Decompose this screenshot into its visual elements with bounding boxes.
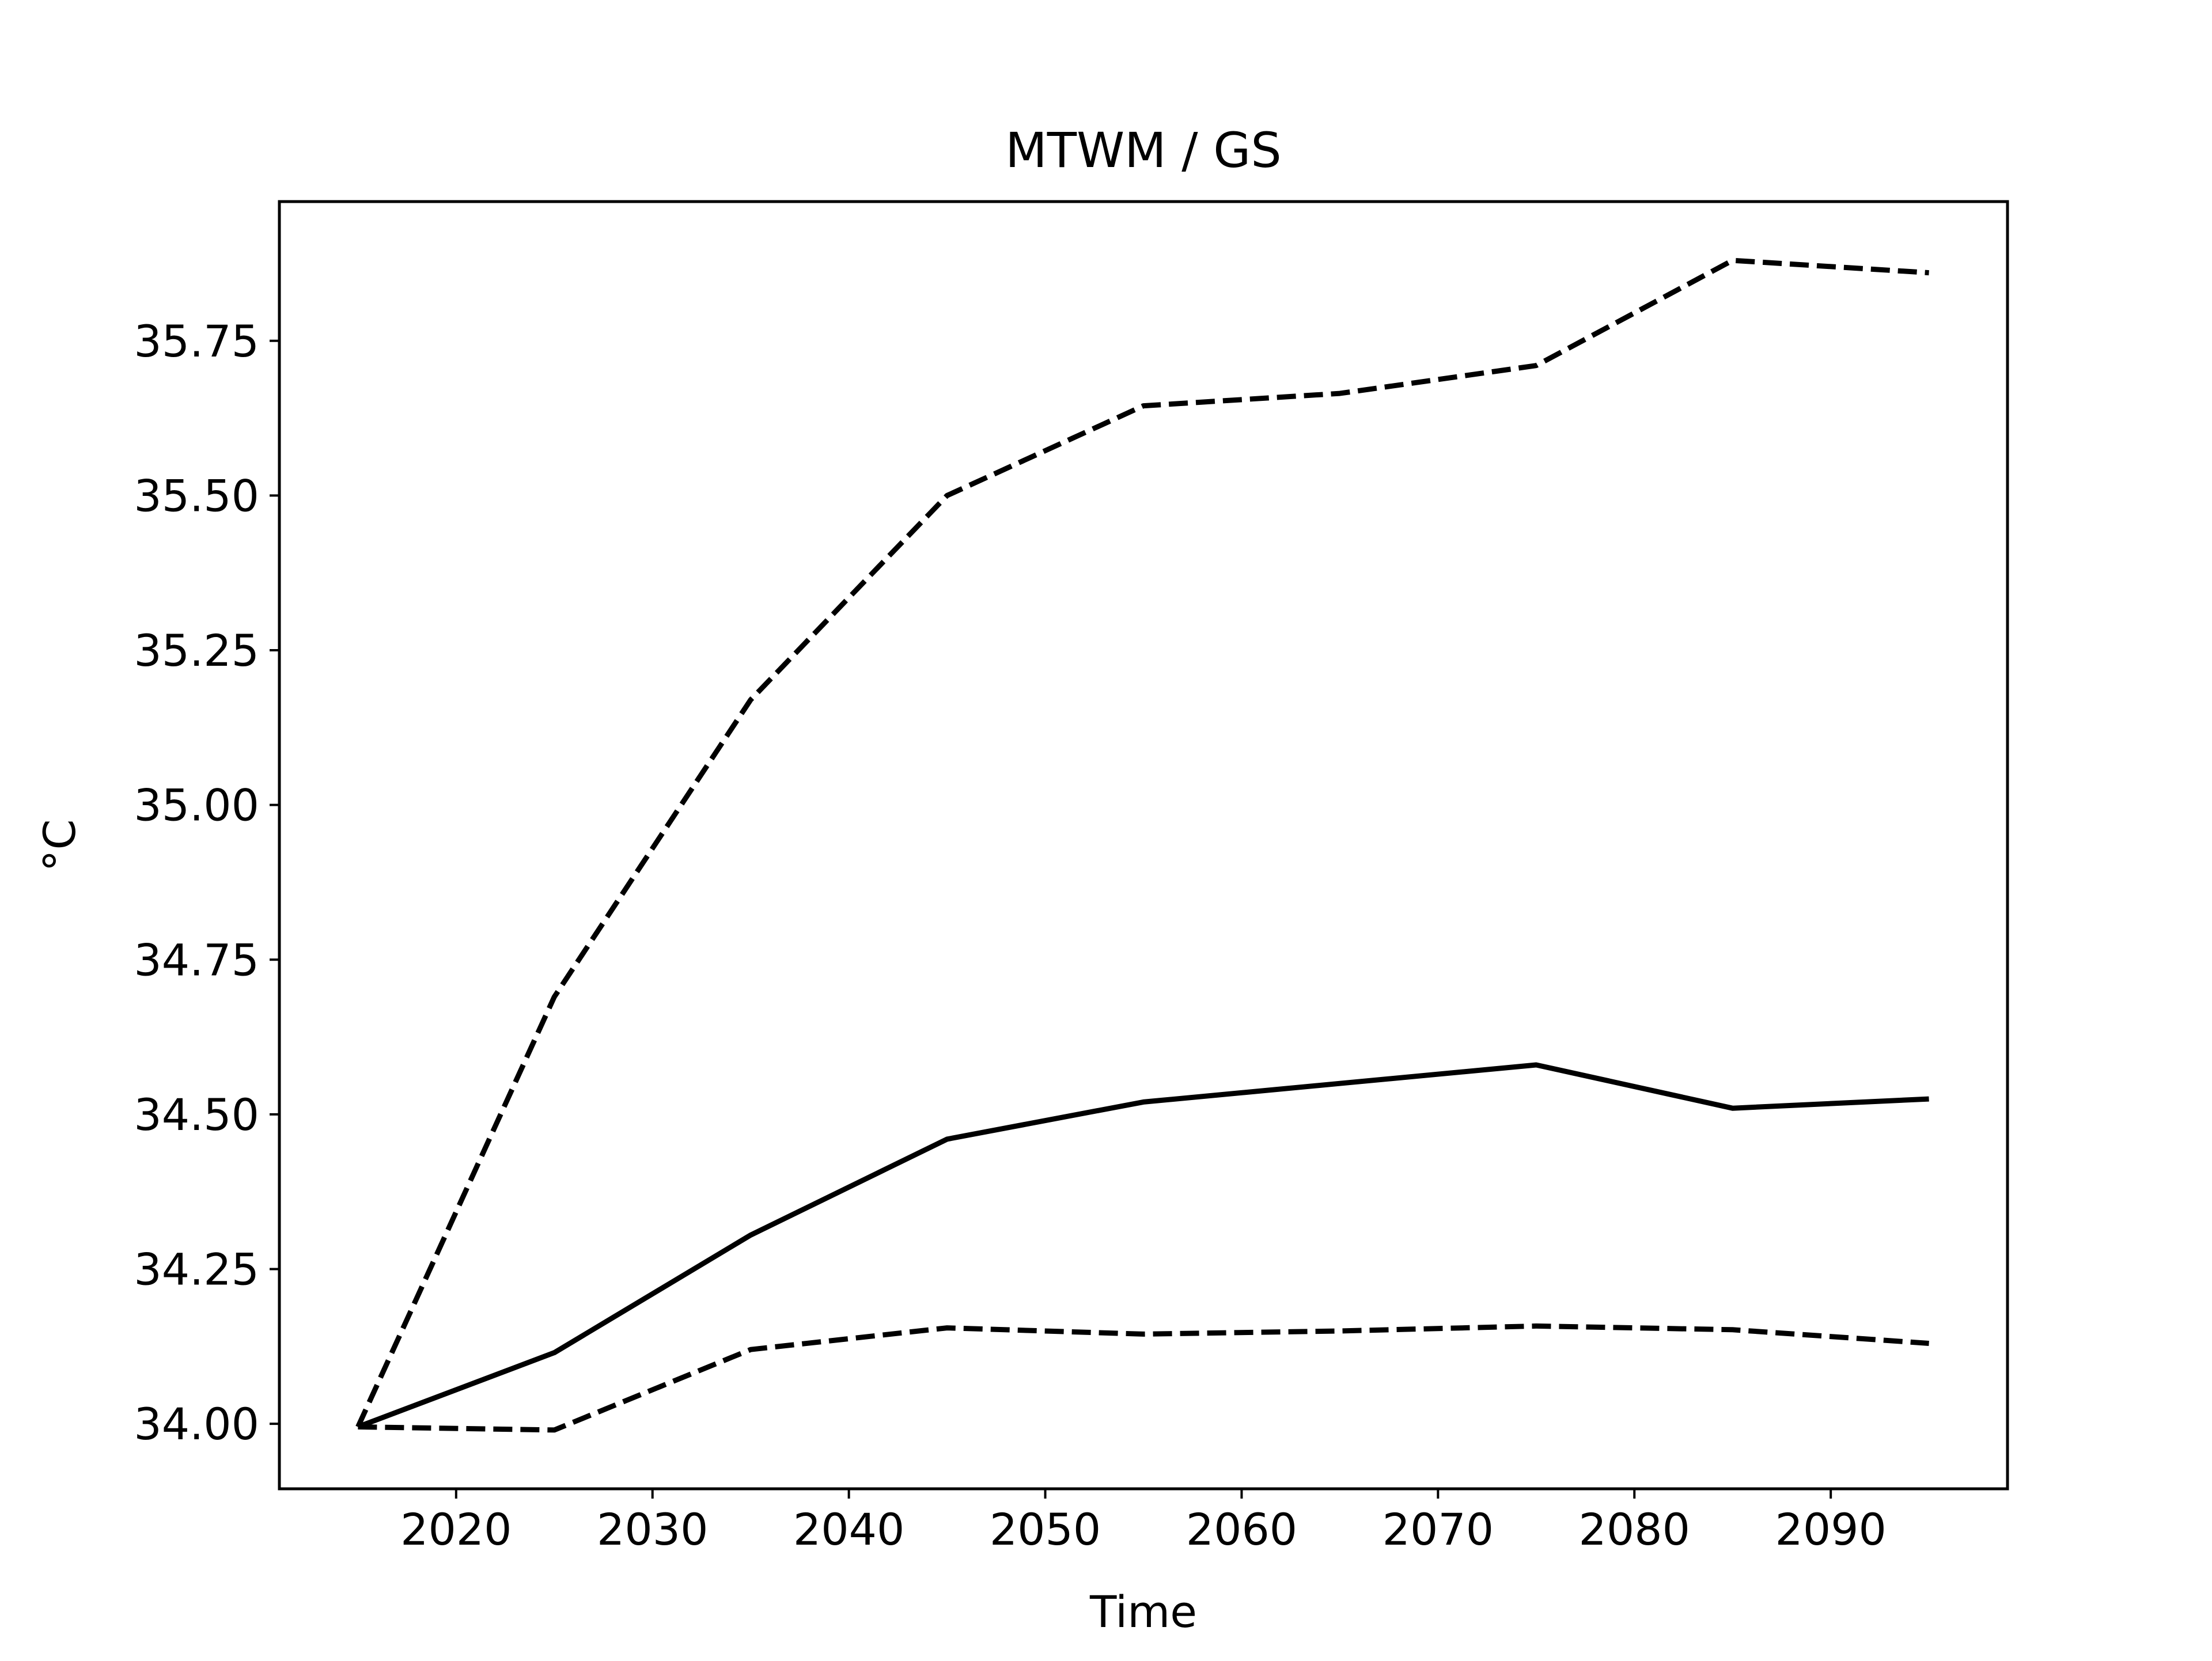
series-line-3 — [358, 1323, 1929, 1433]
y-tick-label: 34.75 — [134, 934, 259, 985]
x-tick-label: 2090 — [1775, 1504, 1886, 1555]
chart-title: MTWM / GS — [1005, 122, 1281, 179]
x-tick-label: 2020 — [400, 1504, 512, 1555]
y-tick-label: 34.25 — [134, 1244, 259, 1295]
x-axis-label: Time — [1089, 1586, 1197, 1637]
y-axis-label: °C — [34, 819, 85, 871]
y-tick-label: 34.50 — [134, 1089, 259, 1140]
x-tick-label: 2030 — [597, 1504, 708, 1555]
x-axis-ticks: 2020 2030 2040 2050 2060 2070 2080 2090 — [400, 1489, 1887, 1555]
series-layer — [355, 257, 1929, 1433]
y-tick-label: 35.50 — [134, 470, 259, 521]
y-tick-label: 35.25 — [134, 625, 259, 676]
x-tick-label: 2060 — [1186, 1504, 1297, 1555]
y-tick-label: 35.00 — [134, 780, 259, 831]
x-tick-label: 2050 — [990, 1504, 1101, 1555]
y-tick-label: 34.00 — [134, 1398, 259, 1450]
x-tick-label: 2070 — [1382, 1504, 1494, 1555]
series-line-1 — [355, 257, 1929, 1428]
series-line-2 — [357, 1062, 1929, 1429]
x-tick-label: 2040 — [793, 1504, 904, 1555]
plot-area-frame — [278, 200, 2009, 1491]
y-tick-label: 35.75 — [134, 316, 259, 367]
y-axis-ticks: 34.00 34.25 34.50 34.75 35.00 35.25 35.50 35.75 — [134, 316, 279, 1450]
x-tick-label: 2080 — [1579, 1504, 1690, 1555]
